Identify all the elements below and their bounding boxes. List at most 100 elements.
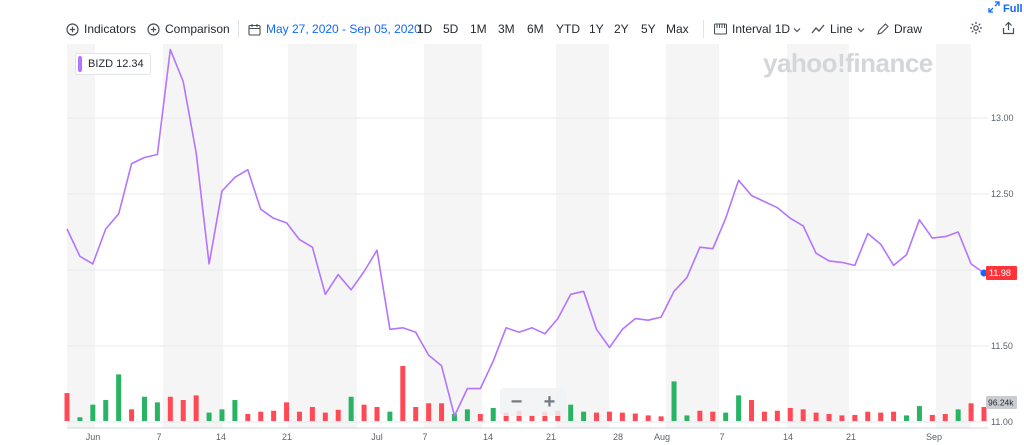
volume-bar bbox=[568, 404, 574, 421]
volume-bar bbox=[710, 411, 716, 421]
weekday-band bbox=[288, 44, 357, 428]
volume-bar bbox=[296, 411, 302, 421]
volume-bar bbox=[348, 396, 354, 421]
fullscreen-label: Full bbox=[1003, 2, 1023, 15]
range-button-max[interactable]: Max bbox=[666, 22, 689, 36]
x-tick-label: 21 bbox=[282, 432, 292, 442]
plus-circle-icon bbox=[66, 22, 79, 36]
volume-bar bbox=[542, 411, 548, 421]
x-tick-label: 14 bbox=[216, 432, 226, 442]
volume-bar bbox=[852, 414, 858, 421]
series-legend[interactable]: BIZD 12.34 bbox=[75, 53, 151, 75]
range-button-1m[interactable]: 1M bbox=[470, 22, 487, 36]
weekday-band bbox=[67, 44, 95, 428]
volume-bar bbox=[839, 415, 845, 421]
volume-bar bbox=[581, 411, 587, 421]
volume-bar bbox=[64, 393, 70, 421]
comparison-button[interactable]: Comparison bbox=[147, 22, 230, 36]
date-range-picker[interactable]: May 27, 2020 - Sep 05, 2020 bbox=[248, 22, 421, 36]
range-button-1y[interactable]: 1Y bbox=[589, 22, 604, 36]
x-tick-label: Jul bbox=[371, 432, 383, 442]
volume-bar bbox=[490, 407, 496, 421]
settings-button[interactable] bbox=[969, 21, 983, 38]
range-button-6m[interactable]: 6M bbox=[527, 22, 544, 36]
volume-bar bbox=[865, 411, 871, 421]
weekday-band bbox=[666, 44, 719, 428]
price-chart[interactable]: Jun 7 14 21 Jul 7 14 21 28 Aug 7 14 21 Sep 11.00 11.50 1… bbox=[0, 44, 1024, 445]
volume-bar bbox=[245, 414, 251, 421]
zoom-controls: − + bbox=[500, 388, 566, 416]
volume-bar bbox=[258, 411, 264, 421]
volume-bar bbox=[400, 366, 406, 421]
volume-bar bbox=[749, 400, 755, 421]
weekday-band bbox=[787, 44, 849, 428]
volume-bar bbox=[684, 415, 690, 421]
volume-bar bbox=[284, 402, 290, 421]
draw-label: Draw bbox=[894, 22, 923, 36]
volume-tag bbox=[986, 396, 1017, 409]
x-tick-label: Jun bbox=[86, 432, 101, 442]
date-range-label: May 27, 2020 - Sep 05, 2020 bbox=[266, 22, 421, 36]
range-button-5y[interactable]: 5Y bbox=[641, 22, 656, 36]
last-price-label: 11.98 bbox=[989, 268, 1011, 278]
range-button-5d[interactable]: 5D bbox=[443, 22, 459, 36]
volume-bar bbox=[477, 414, 483, 421]
volume-bar bbox=[426, 403, 432, 421]
chevron-down-icon bbox=[857, 22, 865, 36]
share-button[interactable] bbox=[1002, 21, 1015, 38]
volume-bar bbox=[942, 414, 948, 421]
plus-circle-icon bbox=[147, 22, 160, 36]
range-button-2y[interactable]: 2Y bbox=[614, 22, 629, 36]
volume-bar bbox=[671, 381, 677, 421]
volume-bar bbox=[77, 417, 83, 421]
indicators-button[interactable]: Indicators bbox=[66, 22, 136, 36]
range-button-ytd[interactable]: YTD bbox=[556, 22, 580, 36]
pencil-icon bbox=[876, 22, 889, 36]
volume-bar bbox=[154, 402, 160, 421]
volume-label: 96.24k bbox=[988, 398, 1014, 408]
price-line bbox=[66, 48, 985, 417]
x-tick-label: 7 bbox=[422, 432, 427, 442]
volume-bar bbox=[413, 407, 419, 421]
volume-bar bbox=[632, 413, 638, 421]
fullscreen-button[interactable]: Full bbox=[988, 1, 1023, 16]
interval-dropdown[interactable]: Interval 1D bbox=[714, 22, 801, 36]
volume-bar bbox=[529, 415, 535, 421]
y-tick-label: 13.00 bbox=[991, 113, 1014, 123]
volume-bar bbox=[116, 374, 122, 421]
volume-bar bbox=[361, 404, 367, 421]
volume-bar bbox=[374, 407, 380, 421]
volume-bar bbox=[503, 412, 509, 421]
volume-bar bbox=[271, 410, 277, 421]
x-tick-label: 21 bbox=[546, 432, 556, 442]
y-tick-label: 11.00 bbox=[991, 417, 1013, 427]
interval-icon bbox=[714, 23, 727, 35]
volume-bar bbox=[90, 404, 96, 421]
indicators-label: Indicators bbox=[84, 22, 137, 36]
volume-bar bbox=[129, 409, 135, 421]
zoom-out-button[interactable]: − bbox=[510, 391, 523, 413]
volume-bar bbox=[103, 400, 109, 421]
chart-type-label: Line bbox=[830, 22, 853, 36]
range-button-3m[interactable]: 3M bbox=[498, 22, 515, 36]
volume-bar bbox=[322, 412, 328, 421]
weekday-band bbox=[163, 44, 223, 428]
x-tick-label: 28 bbox=[613, 432, 623, 442]
volume-bar bbox=[141, 396, 147, 421]
draw-button[interactable]: Draw bbox=[876, 22, 922, 36]
volume-bar bbox=[206, 412, 212, 421]
range-button-1d[interactable]: 1D bbox=[417, 22, 433, 36]
zoom-in-button[interactable]: + bbox=[543, 391, 556, 413]
expand-icon bbox=[988, 1, 1000, 16]
volume-bar bbox=[219, 409, 225, 421]
chart-toolbar: Indicators Comparison May 27, 2020 - Sep… bbox=[0, 0, 1024, 58]
volume-bar bbox=[645, 415, 651, 421]
chart-type-dropdown[interactable]: Line bbox=[811, 22, 865, 36]
volume-bar bbox=[955, 409, 961, 421]
x-tick-label: 14 bbox=[783, 432, 793, 442]
volume-bar bbox=[658, 416, 664, 421]
volume-bar bbox=[891, 411, 897, 421]
x-tick-label: Aug bbox=[654, 432, 670, 442]
volume-bar bbox=[335, 409, 341, 421]
volume-bar bbox=[800, 409, 806, 421]
